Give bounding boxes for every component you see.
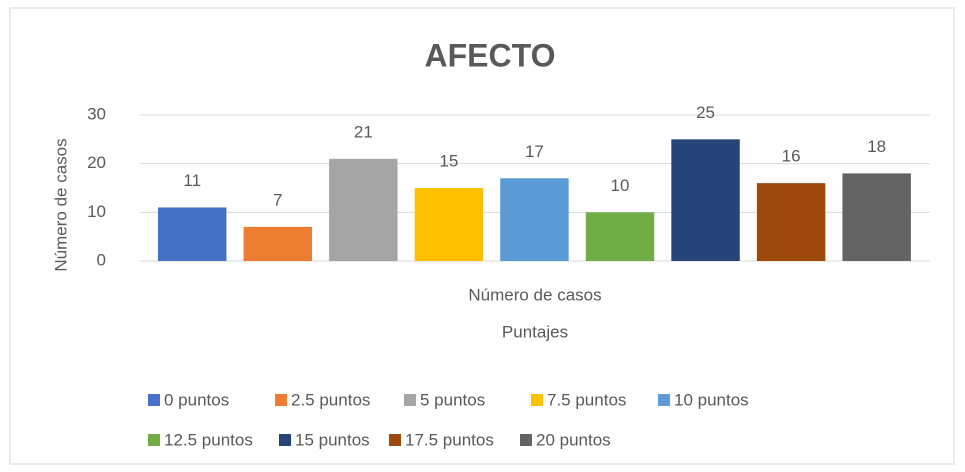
- legend-label: 0 puntos: [164, 390, 229, 409]
- bar: [500, 178, 569, 261]
- legend-label: 12.5 puntos: [164, 430, 253, 449]
- bar: [329, 158, 398, 261]
- y-tick-label: 30: [87, 104, 106, 123]
- data-label: 11: [183, 171, 201, 190]
- y-tick-label: 20: [87, 153, 106, 172]
- legend-label: 5 puntos: [420, 390, 485, 409]
- data-label: 10: [611, 176, 630, 195]
- legend-label: 2.5 puntos: [291, 390, 370, 409]
- legend-swatch: [404, 394, 416, 406]
- y-axis-title: Número de casos: [51, 138, 70, 271]
- legend-swatch: [275, 394, 287, 406]
- data-label: 17: [525, 142, 544, 161]
- data-label: 7: [273, 190, 282, 209]
- legend-swatch: [658, 394, 670, 406]
- bar: [842, 173, 911, 261]
- chart-title: AFECTO: [425, 37, 556, 73]
- y-tick-label: 0: [97, 250, 106, 269]
- x-axis-title: Puntajes: [502, 322, 568, 341]
- legend-swatch: [148, 394, 160, 406]
- data-label: 16: [782, 147, 801, 166]
- y-tick-label: 10: [87, 202, 106, 221]
- legend-swatch: [531, 394, 543, 406]
- legend-label: 15 puntos: [295, 430, 370, 449]
- bar: [414, 188, 484, 261]
- bar: [756, 183, 826, 261]
- bar: [243, 226, 312, 261]
- data-label: 18: [867, 137, 886, 156]
- legend-swatch: [389, 434, 401, 446]
- legend-swatch: [520, 434, 532, 446]
- legend-label: 20 puntos: [536, 430, 611, 449]
- bar: [585, 212, 655, 261]
- legend-label: 7.5 puntos: [547, 390, 626, 409]
- bar: [158, 207, 227, 261]
- legend-label: 17.5 puntos: [405, 430, 494, 449]
- legend-label: 10 puntos: [674, 390, 749, 409]
- data-label: 21: [354, 122, 373, 141]
- legend-swatch: [279, 434, 291, 446]
- legend-swatch: [148, 434, 160, 446]
- bar: [671, 139, 740, 261]
- data-label: 15: [439, 151, 458, 170]
- x-tick-label: Número de casos: [468, 285, 601, 304]
- data-label: 25: [696, 103, 715, 122]
